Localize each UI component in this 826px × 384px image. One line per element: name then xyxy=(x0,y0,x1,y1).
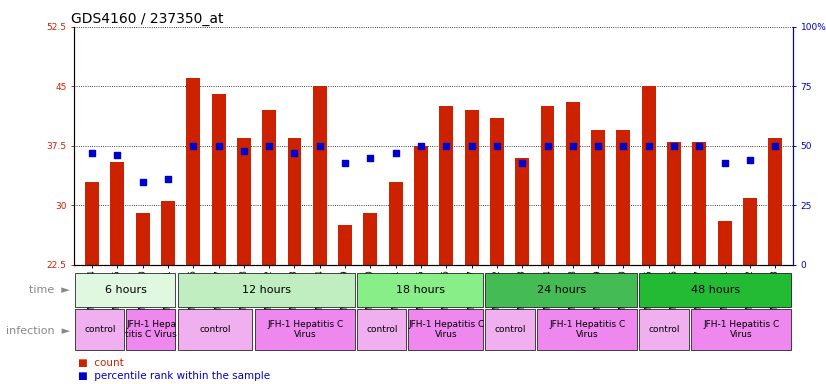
Bar xyxy=(135,214,150,265)
Point xyxy=(667,143,681,149)
Text: time  ►: time ► xyxy=(30,285,70,295)
Bar xyxy=(178,273,355,307)
Bar xyxy=(262,110,276,265)
Point xyxy=(415,143,428,149)
Point xyxy=(237,147,250,154)
Bar xyxy=(409,308,483,350)
Bar xyxy=(389,182,402,265)
Point xyxy=(642,143,655,149)
Text: control: control xyxy=(200,325,231,334)
Bar xyxy=(237,138,251,265)
Bar xyxy=(667,142,681,265)
Text: 6 hours: 6 hours xyxy=(105,285,146,295)
Bar xyxy=(537,308,638,350)
Point xyxy=(693,143,706,149)
Text: control: control xyxy=(649,325,681,334)
Bar xyxy=(768,138,782,265)
Point xyxy=(288,150,301,156)
Bar xyxy=(287,138,301,265)
Bar xyxy=(515,158,529,265)
Bar xyxy=(465,110,478,265)
Point xyxy=(187,143,200,149)
Bar xyxy=(75,308,124,350)
Bar xyxy=(111,162,125,265)
Text: 24 hours: 24 hours xyxy=(538,285,586,295)
Bar xyxy=(566,102,580,265)
Bar xyxy=(85,182,99,265)
Text: ■  percentile rank within the sample: ■ percentile rank within the sample xyxy=(78,371,271,381)
Text: 48 hours: 48 hours xyxy=(691,285,741,295)
Text: 12 hours: 12 hours xyxy=(242,285,292,295)
Point xyxy=(339,159,352,166)
Bar xyxy=(486,273,638,307)
Bar xyxy=(692,142,706,265)
Text: control: control xyxy=(84,325,116,334)
Point xyxy=(389,150,402,156)
Point xyxy=(491,143,504,149)
Bar xyxy=(439,106,453,265)
Bar xyxy=(414,146,428,265)
Point xyxy=(111,152,124,159)
Bar xyxy=(642,86,656,265)
Point xyxy=(161,176,174,182)
Text: JFH-1 Hepatitis C
Virus: JFH-1 Hepatitis C Virus xyxy=(704,319,780,339)
Text: infection  ►: infection ► xyxy=(6,326,70,336)
Text: JFH-1 Hepatitis C
Virus: JFH-1 Hepatitis C Virus xyxy=(267,319,344,339)
Point xyxy=(313,143,326,149)
Bar xyxy=(254,308,355,350)
Bar xyxy=(486,308,534,350)
Point xyxy=(743,157,757,163)
Bar xyxy=(718,221,732,265)
Text: JFH-1 Hepatitis C
Virus: JFH-1 Hepatitis C Virus xyxy=(549,319,626,339)
Point xyxy=(85,150,98,156)
Text: GDS4160 / 237350_at: GDS4160 / 237350_at xyxy=(71,12,223,26)
Point xyxy=(566,143,579,149)
Point xyxy=(769,143,782,149)
Point xyxy=(515,159,529,166)
Bar xyxy=(357,273,483,307)
Bar xyxy=(75,273,175,307)
Bar xyxy=(313,86,327,265)
Bar xyxy=(187,78,200,265)
Text: JFH-1 Hepa
titis C Virus: JFH-1 Hepa titis C Virus xyxy=(126,319,178,339)
Point xyxy=(617,143,630,149)
Bar xyxy=(616,130,630,265)
Bar xyxy=(178,308,253,350)
Text: control: control xyxy=(367,325,398,334)
Point xyxy=(439,143,453,149)
Point xyxy=(718,159,731,166)
Bar xyxy=(639,273,791,307)
Text: ■  count: ■ count xyxy=(78,358,124,368)
Bar xyxy=(211,94,225,265)
Point xyxy=(465,143,478,149)
Point xyxy=(212,143,225,149)
Point xyxy=(541,143,554,149)
Bar xyxy=(126,308,175,350)
Point xyxy=(363,155,377,161)
Point xyxy=(136,179,150,185)
Point xyxy=(263,143,276,149)
Text: JFH-1 Hepatitis C
Virus: JFH-1 Hepatitis C Virus xyxy=(408,319,485,339)
Bar xyxy=(639,308,689,350)
Bar xyxy=(363,214,377,265)
Bar xyxy=(490,118,504,265)
Text: 18 hours: 18 hours xyxy=(396,285,445,295)
Bar xyxy=(338,225,352,265)
Point xyxy=(591,143,605,149)
Bar xyxy=(743,197,757,265)
Bar xyxy=(591,130,605,265)
Bar xyxy=(161,202,175,265)
Bar xyxy=(357,308,406,350)
Bar xyxy=(691,308,791,350)
Bar xyxy=(540,106,554,265)
Text: control: control xyxy=(495,325,526,334)
